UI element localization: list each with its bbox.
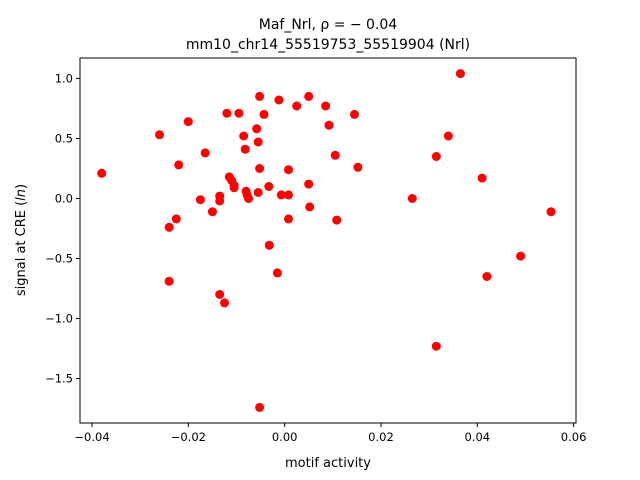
y-tick-label: −0.5	[45, 252, 73, 266]
chart-title: Maf_Nrl, ρ = − 0.04 mm10_chr14_55519753_…	[186, 17, 470, 53]
data-point-43	[305, 202, 315, 212]
data-point-54	[455, 69, 465, 79]
data-point-28	[255, 164, 265, 173]
data-point-47	[332, 215, 342, 225]
data-point-31	[264, 182, 274, 191]
data-point-5	[164, 222, 174, 232]
data-point-20	[239, 131, 249, 141]
data-point-35	[272, 268, 282, 278]
data-point-56	[482, 272, 492, 281]
data-point-49	[353, 162, 363, 172]
data-point-52	[431, 341, 441, 351]
data-point-32	[264, 240, 274, 250]
data-point-3	[174, 160, 184, 170]
y-axis-label-italic: ln	[14, 189, 29, 201]
data-point-44	[321, 101, 331, 111]
data-point-24	[244, 194, 253, 203]
data-point-1	[155, 130, 164, 140]
data-point-50	[407, 194, 417, 203]
x-axis-label: motif activity	[285, 456, 371, 471]
chart-title-line2: mm10_chr14_55519753_55519904 (Nrl)	[186, 37, 470, 53]
data-point-33	[255, 402, 265, 412]
y-axis-label-main: signal at CRE (	[14, 201, 29, 296]
data-point-11	[215, 191, 225, 201]
plot-area-frame	[79, 57, 577, 424]
data-point-55	[477, 173, 487, 183]
x-axis-ticks: −0.04 −0.02 0.00 0.02 0.04 0.06	[74, 423, 586, 444]
data-point-21	[240, 144, 250, 154]
data-point-7	[164, 276, 174, 286]
data-point-4	[200, 148, 210, 158]
data-point-13	[220, 298, 229, 308]
y-tick-label: −1.0	[45, 312, 73, 326]
data-point-46	[330, 150, 340, 160]
data-point-27	[255, 91, 265, 101]
x-tick-label: −0.02	[171, 430, 206, 444]
data-point-19	[234, 108, 244, 118]
y-tick-label: 0.0	[55, 191, 73, 205]
data-point-25	[252, 124, 262, 134]
y-tick-label: 1.0	[55, 71, 73, 85]
y-axis-ticks: −1.5 −1.0 −0.5 0.0 0.5 1.0	[45, 71, 80, 386]
data-point-45	[324, 120, 334, 130]
x-tick-label: 0.00	[272, 430, 298, 444]
data-point-36	[276, 190, 286, 200]
data-point-0	[97, 168, 107, 178]
data-point-53	[443, 131, 453, 141]
data-point-26	[253, 137, 263, 147]
data-point-9	[207, 207, 217, 217]
x-tick-label: 0.06	[561, 430, 587, 444]
data-point-42	[304, 179, 314, 189]
data-point-14	[222, 108, 232, 118]
data-point-41	[304, 91, 314, 101]
data-point-37	[284, 165, 293, 175]
data-point-12	[215, 290, 225, 299]
x-tick-label: −0.04	[74, 430, 109, 444]
data-point-57	[516, 251, 526, 261]
data-point-34	[274, 95, 284, 105]
data-point-30	[259, 109, 269, 119]
y-tick-label: 0.5	[55, 131, 73, 145]
data-point-39	[284, 214, 293, 224]
data-points	[97, 69, 556, 412]
data-point-38	[284, 190, 293, 200]
data-point-6	[171, 214, 181, 224]
data-point-51	[431, 152, 441, 161]
y-tick-label: −1.5	[45, 372, 73, 386]
data-point-48	[350, 109, 359, 119]
x-tick-label: 0.04	[464, 430, 490, 444]
y-axis-label: signal at CRE (ln)	[14, 184, 29, 296]
data-point-2	[183, 117, 193, 127]
x-tick-label: 0.02	[368, 430, 394, 444]
data-point-58	[546, 207, 556, 217]
data-point-18	[229, 183, 239, 193]
data-point-29	[253, 188, 263, 197]
data-point-40	[292, 101, 302, 111]
y-axis-label-close: )	[14, 184, 29, 189]
data-point-8	[195, 195, 205, 205]
chart-title-line1: Maf_Nrl, ρ = − 0.04	[259, 17, 398, 33]
